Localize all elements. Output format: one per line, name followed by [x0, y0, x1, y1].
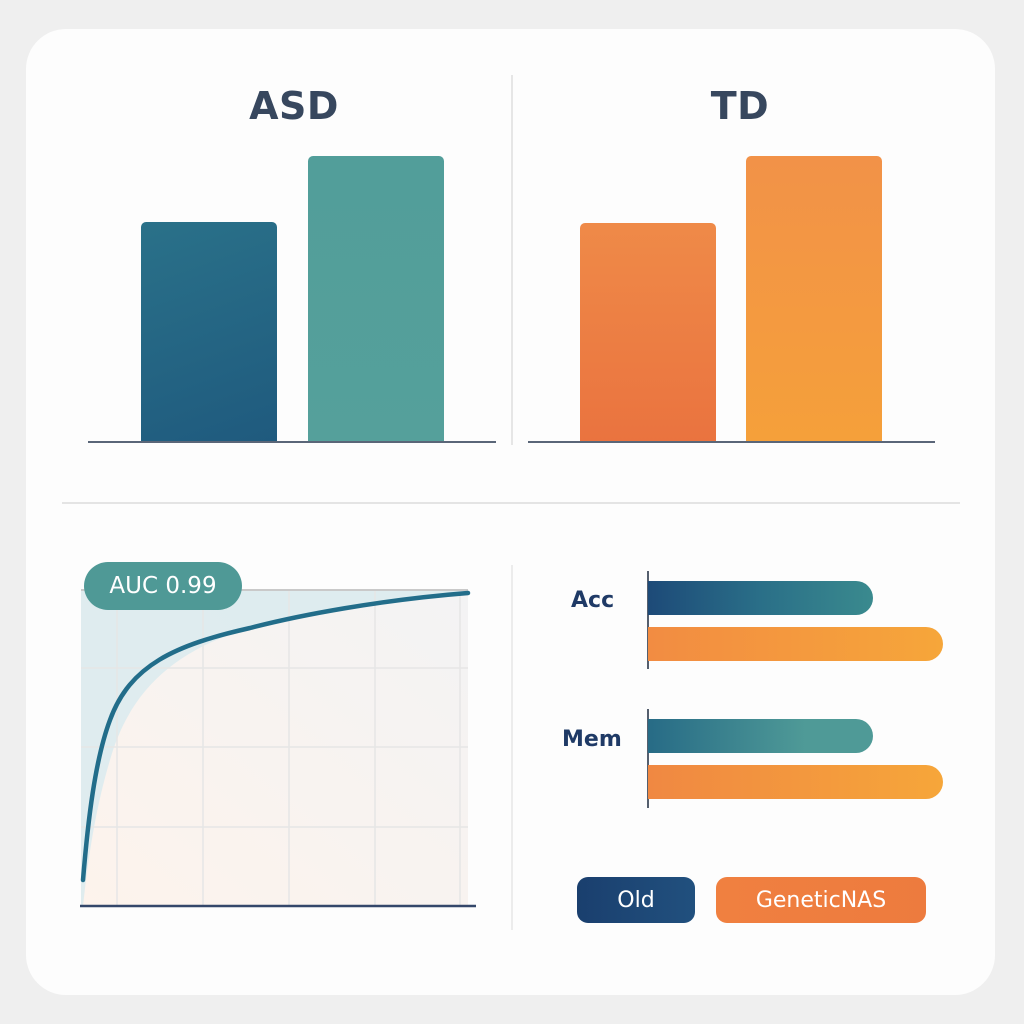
legend-old-button[interactable]: Old — [577, 877, 695, 923]
acc-axis — [647, 571, 649, 669]
asd-x-axis — [88, 441, 496, 443]
mem-label: Mem — [562, 727, 622, 752]
mem-geneticnas-bar[interactable] — [648, 765, 943, 799]
auc-badge: AUC 0.99 — [84, 562, 242, 610]
asd-old-bar[interactable] — [141, 222, 277, 442]
td-title: TD — [710, 84, 770, 128]
td-old-bar[interactable] — [580, 223, 716, 442]
acc-old-bar[interactable] — [648, 581, 873, 615]
td-x-axis — [528, 441, 935, 443]
vertical-divider-top — [511, 75, 513, 445]
acc-geneticnas-bar[interactable] — [648, 627, 943, 661]
acc-label: Acc — [571, 588, 615, 613]
mem-axis — [647, 709, 649, 808]
mem-old-bar[interactable] — [648, 719, 873, 753]
vertical-divider-bottom — [511, 565, 513, 930]
horizontal-divider — [62, 502, 960, 504]
td-geneticnas-bar[interactable] — [746, 156, 882, 442]
asd-geneticnas-bar[interactable] — [308, 156, 444, 442]
asd-title: ASD — [249, 84, 339, 128]
legend-geneticnas-button[interactable]: GeneticNAS — [716, 877, 926, 923]
